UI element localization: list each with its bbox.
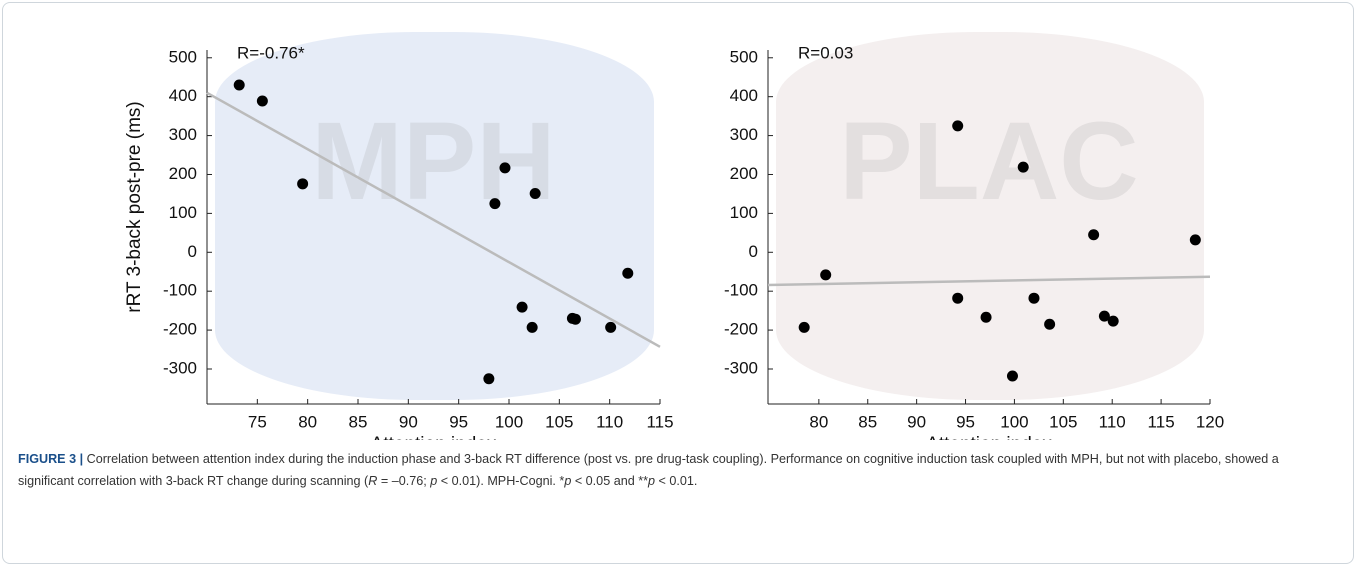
data-point [1007,370,1018,381]
caption-text: < 0.05 and ** [571,474,648,488]
y-tick-label: -300 [163,358,197,377]
y-tick-label: 100 [730,203,758,222]
caption-text: R [368,474,377,488]
data-point [1028,293,1039,304]
annotation: R=0.03 [798,43,853,62]
x-tick-label: 95 [956,412,975,431]
y-axis-label: rRT 3-back post-pre (ms) [124,101,145,313]
x-tick-label: 95 [449,412,468,431]
y-tick-label: 500 [169,47,197,66]
x-tick-label: 110 [1099,412,1126,431]
y-tick-label: 200 [169,164,197,183]
data-point [605,322,616,333]
charts: MPH -300 -200 -100 0 100 200 300 400 500 75 80 85 90 9… [0,0,1358,440]
y-tick-label: -100 [724,281,758,300]
figure: MPH -300 -200 -100 0 100 200 300 400 500 75 80 85 90 9… [0,0,1358,569]
data-point [297,178,308,189]
x-tick-label: 120 [1196,412,1224,431]
data-point [1044,319,1055,330]
watermark: MPH [311,100,555,223]
x-tick-label: 80 [298,412,317,431]
data-point [499,162,510,173]
y-tick-label: 400 [169,86,197,105]
y-tick-label: 0 [749,242,758,261]
x-tick-label: 100 [495,412,523,431]
data-point [622,268,633,279]
data-point [517,302,528,313]
caption-text: < 0.01). MPH-Cogni. * [437,474,564,488]
data-point [952,293,963,304]
data-point [952,120,963,131]
y-tick-label: 100 [169,203,197,222]
data-point [489,198,500,209]
x-axis-label: Attention index [371,434,497,440]
caption-text: = –0.76; [377,474,430,488]
x-tick-label: 80 [809,412,828,431]
data-point [483,373,494,384]
data-point [1108,316,1119,327]
y-tick-label: -200 [163,320,197,339]
data-point [799,322,810,333]
x-tick-label: 105 [1049,412,1077,431]
x-tick-label: 90 [907,412,926,431]
data-point [1088,229,1099,240]
y-tick-label: 300 [169,125,197,144]
y-tick-label: 400 [730,86,758,105]
caption-text: < 0.01. [655,474,697,488]
y-tick-label: -300 [724,358,758,377]
data-point [530,188,541,199]
data-point [570,314,581,325]
caption-text: p [648,474,655,488]
x-tick-label: 85 [349,412,368,431]
x-tick-label: 105 [545,412,573,431]
x-tick-label: 115 [646,412,673,431]
y-tick-label: 200 [730,164,758,183]
data-point [527,322,538,333]
watermark: PLAC [839,100,1138,223]
y-tick-label: -100 [163,281,197,300]
x-tick-label: 75 [248,412,267,431]
caption-label: FIGURE 3 | [18,452,83,466]
data-point [1190,234,1201,245]
data-point [1018,162,1029,173]
x-tick-label: 115 [1148,412,1175,431]
x-axis-label: Attention index [926,434,1052,440]
data-point [257,95,268,106]
x-tick-label: 85 [858,412,877,431]
y-tick-label: 300 [730,125,758,144]
y-tick-label: 0 [188,242,197,261]
y-tick-label: 500 [730,47,758,66]
data-point [820,269,831,280]
y-tick-label: -200 [724,320,758,339]
x-tick-label: 90 [399,412,418,431]
caption: FIGURE 3 | Correlation between attention… [18,448,1338,492]
x-tick-label: 100 [1000,412,1028,431]
x-tick-label: 110 [596,412,623,431]
data-point [981,312,992,323]
annotation: R=-0.76* [237,43,305,62]
data-point [234,80,245,91]
